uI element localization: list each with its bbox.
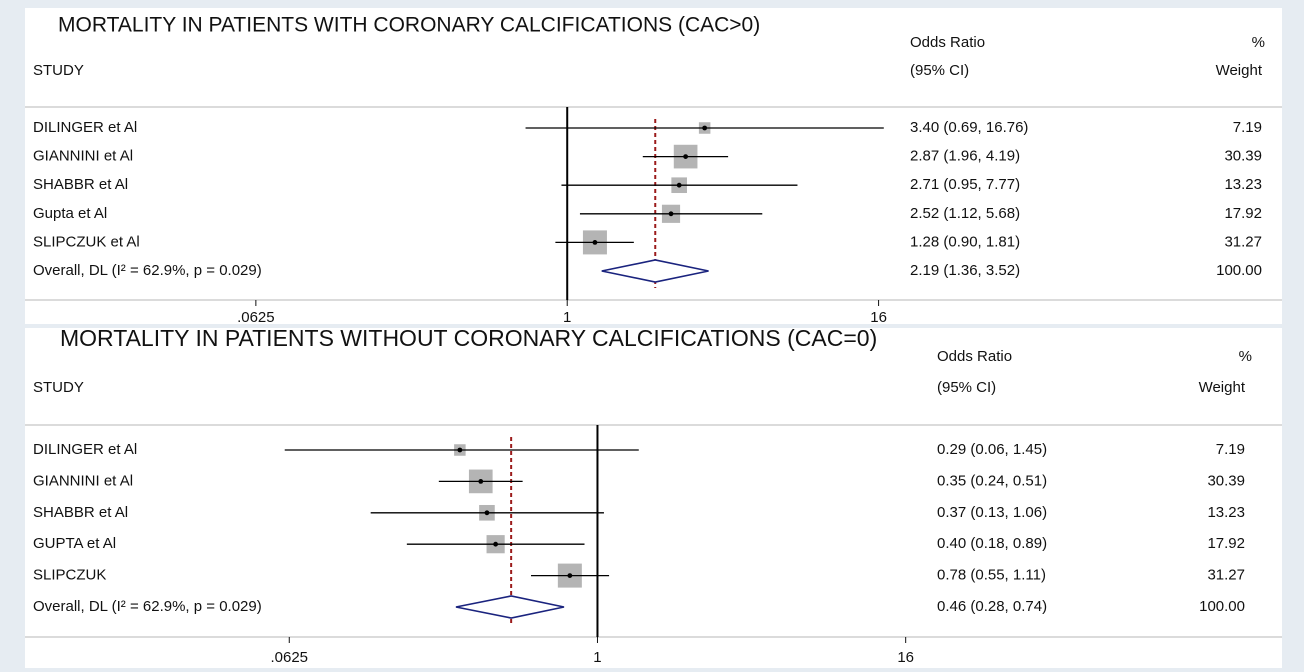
study-label: DILINGER et Al: [33, 119, 137, 136]
point-estimate: [484, 510, 490, 516]
x-tick-label: 16: [897, 649, 914, 666]
panel: [25, 328, 1282, 668]
header-ci: (95% CI): [937, 379, 996, 396]
point-estimate: [457, 447, 463, 453]
weight-label: 17.92: [1224, 205, 1262, 222]
overall-ci-label: 2.19 (1.36, 3.52): [910, 262, 1020, 279]
overall-diamond: [601, 259, 709, 283]
study-label: SLIPCZUK: [33, 567, 106, 584]
study-label: GIANNINI et Al: [33, 472, 133, 489]
point-estimate: [567, 573, 573, 578]
x-tick-label: 16: [870, 309, 887, 326]
x-tick-label: .0625: [270, 649, 308, 666]
overall-diamond: [455, 595, 565, 619]
weight-label: 31.27: [1207, 567, 1245, 584]
study-label: GUPTA et Al: [33, 535, 116, 552]
weight-label: 13.23: [1207, 504, 1245, 521]
x-tick-label: 1: [593, 649, 601, 666]
weight-label: 7.19: [1233, 119, 1262, 136]
x-tick-label: .0625: [237, 309, 275, 326]
panel-title: MORTALITY IN PATIENTS WITH CORONARY CALC…: [58, 14, 760, 37]
ci-label: 0.29 (0.06, 1.45): [937, 441, 1047, 458]
header-weight: Weight: [1216, 62, 1263, 79]
weight-label: 13.23: [1224, 176, 1262, 193]
weight-label: 31.27: [1224, 233, 1262, 250]
study-label: SHABBR et Al: [33, 176, 128, 193]
weight-label: 17.92: [1207, 535, 1245, 552]
overall-label: Overall, DL (I² = 62.9%, p = 0.029): [33, 262, 262, 279]
weight-label: 7.19: [1216, 441, 1245, 458]
ci-label: 0.37 (0.13, 1.06): [937, 504, 1047, 521]
ci-label: 3.40 (0.69, 16.76): [910, 119, 1028, 136]
weight-label: 30.39: [1207, 472, 1245, 489]
study-label: GIANNINI et Al: [33, 148, 133, 165]
point-estimate: [668, 211, 674, 217]
header-study: STUDY: [33, 62, 84, 79]
ci-label: 2.71 (0.95, 7.77): [910, 176, 1020, 193]
point-estimate: [702, 125, 708, 131]
point-estimate: [683, 154, 689, 160]
ci-label: 2.52 (1.12, 5.68): [910, 205, 1020, 222]
point-estimate: [592, 240, 598, 245]
ci-label: 2.87 (1.96, 4.19): [910, 148, 1020, 165]
header-pct: %: [1252, 34, 1265, 51]
header-study: STUDY: [33, 379, 84, 396]
header-ci: (95% CI): [910, 62, 969, 79]
overall-label: Overall, DL (I² = 62.9%, p = 0.029): [33, 598, 262, 615]
study-label: Gupta et Al: [33, 205, 107, 222]
ci-label: 0.78 (0.55, 1.11): [937, 567, 1046, 584]
ci-label: 0.35 (0.24, 0.51): [937, 472, 1047, 489]
x-tick-label: 1: [563, 309, 571, 326]
point-estimate: [493, 541, 499, 547]
header-estimate: Odds Ratio: [910, 34, 985, 51]
panel-title: MORTALITY IN PATIENTS WITHOUT CORONARY C…: [60, 325, 877, 351]
header-estimate: Odds Ratio: [937, 348, 1012, 365]
header-weight: Weight: [1199, 379, 1246, 396]
overall-weight-label: 100.00: [1216, 262, 1262, 279]
overall-weight-label: 100.00: [1199, 598, 1245, 615]
point-estimate: [676, 182, 682, 188]
study-label: SHABBR et Al: [33, 504, 128, 521]
study-label: DILINGER et Al: [33, 441, 137, 458]
study-label: SLIPCZUK et Al: [33, 233, 140, 250]
point-estimate: [478, 479, 484, 484]
header-pct: %: [1239, 348, 1252, 365]
ci-label: 1.28 (0.90, 1.81): [910, 233, 1020, 250]
weight-label: 30.39: [1224, 148, 1262, 165]
overall-ci-label: 0.46 (0.28, 0.74): [937, 598, 1047, 615]
ci-label: 0.40 (0.18, 0.89): [937, 535, 1047, 552]
